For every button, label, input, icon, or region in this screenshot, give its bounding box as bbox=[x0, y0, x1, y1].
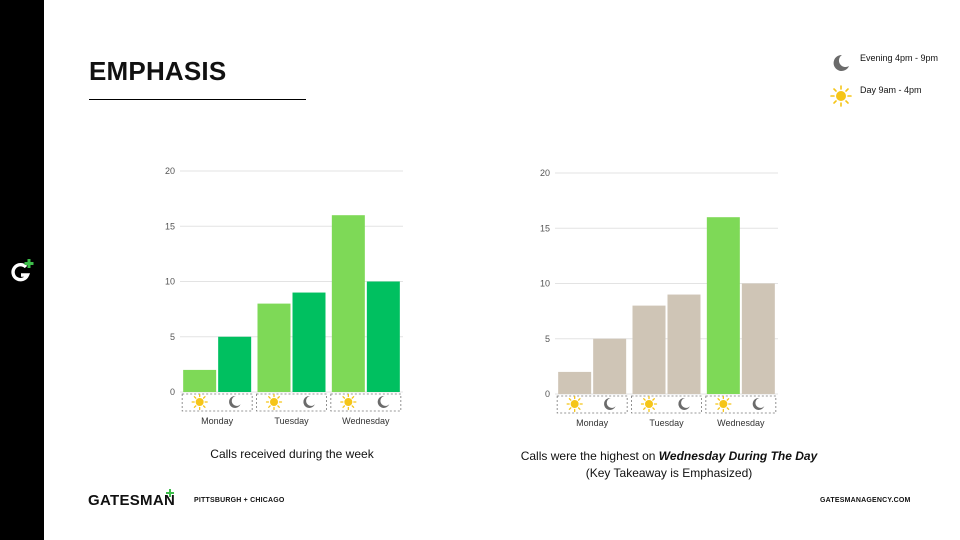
moon-icon bbox=[833, 54, 849, 71]
bar-tuesday-day bbox=[257, 303, 291, 392]
footer-brand: GATESMAN bbox=[88, 492, 176, 509]
legend: Evening 4pm - 9pm Day 9am - 4pm bbox=[830, 53, 955, 117]
y-tick-label-5: 5 bbox=[170, 332, 175, 342]
sun-icon-monday bbox=[191, 393, 208, 411]
caption-emphasis: Wednesday During The Day bbox=[658, 449, 818, 463]
sun-icon-tuesday bbox=[640, 395, 658, 413]
legend-item-evening: Evening 4pm - 9pm bbox=[830, 53, 955, 85]
sun-icon-wednesday bbox=[340, 393, 357, 411]
sun-icon-monday bbox=[566, 395, 583, 413]
x-tick-label-tuesday: Tuesday bbox=[649, 418, 684, 428]
sun-icon bbox=[830, 85, 852, 107]
y-tick-label-5: 5 bbox=[545, 334, 550, 344]
moon-icon-monday bbox=[604, 397, 616, 410]
bar-monday-day bbox=[183, 369, 217, 392]
footer-url: GATESMANAGENCY.COM bbox=[820, 497, 911, 504]
caption-line2: (Key Takeaway is Emphasized) bbox=[585, 466, 753, 480]
y-tick-label-20: 20 bbox=[540, 168, 550, 178]
legend-item-day: Day 9am - 4pm bbox=[830, 85, 955, 117]
moon-icon-monday bbox=[229, 395, 241, 408]
legend-label-day: Day 9am - 4pm bbox=[860, 85, 922, 95]
x-tick-label-tuesday: Tuesday bbox=[274, 416, 309, 426]
bar-wednesday-day bbox=[331, 215, 365, 392]
bar-wednesday-evening bbox=[741, 283, 775, 394]
icon-box-tuesday bbox=[256, 393, 327, 412]
chart-all-calls-caption: Calls received during the week bbox=[210, 447, 374, 461]
brand-plus-icon bbox=[166, 489, 174, 497]
footer-location: PITTSBURGH + CHICAGO bbox=[194, 497, 285, 504]
x-tick-label-monday: Monday bbox=[201, 416, 234, 426]
chart-all-calls: 0 5 10 15 20 Monday Tuesday Wednesday bbox=[150, 160, 420, 435]
page-title: EMPHASIS bbox=[89, 56, 227, 86]
chart-emphasis: 0 5 10 15 20 Monday Tuesday Wednesday bbox=[525, 162, 795, 437]
sidebar bbox=[0, 0, 44, 540]
y-tick-label-15: 15 bbox=[165, 221, 175, 231]
bar-wednesday-day bbox=[706, 217, 740, 394]
icon-box-monday bbox=[556, 395, 628, 414]
gatesman-logo-icon bbox=[11, 259, 34, 282]
chart-all-calls-svg: 0 5 10 15 20 Monday Tuesday Wednesday bbox=[165, 166, 403, 426]
y-tick-label-15: 15 bbox=[540, 223, 550, 233]
chart-emphasis-svg: 0 5 10 15 20 Monday Tuesday Wednesday bbox=[540, 168, 778, 428]
bar-wednesday-evening bbox=[366, 281, 400, 392]
icon-box-tuesday bbox=[631, 395, 702, 414]
moon-icon-wednesday bbox=[377, 395, 390, 408]
chart-emphasis-caption: Calls were the highest on Wednesday Duri… bbox=[469, 448, 869, 482]
caption-prefix: Calls were the highest on bbox=[520, 449, 659, 463]
moon-icon-wednesday bbox=[752, 397, 765, 410]
moon-icon-tuesday bbox=[303, 395, 315, 408]
bar-tuesday-evening bbox=[667, 294, 701, 394]
legend-label-evening: Evening 4pm - 9pm bbox=[860, 53, 939, 63]
title-underline bbox=[89, 99, 306, 100]
bar-monday-evening bbox=[218, 336, 252, 392]
y-tick-label-20: 20 bbox=[165, 166, 175, 176]
bar-monday-evening bbox=[593, 338, 627, 394]
y-tick-label-0: 0 bbox=[170, 387, 175, 397]
y-tick-label-0: 0 bbox=[545, 389, 550, 399]
bar-tuesday-evening bbox=[292, 292, 326, 392]
y-tick-label-10: 10 bbox=[540, 279, 550, 289]
bar-tuesday-day bbox=[632, 305, 666, 394]
x-tick-label-wednesday: Wednesday bbox=[717, 418, 765, 428]
y-tick-label-10: 10 bbox=[165, 277, 175, 287]
sun-icon-wednesday bbox=[715, 395, 732, 413]
bar-monday-day bbox=[558, 371, 592, 394]
moon-icon-tuesday bbox=[678, 397, 690, 410]
sun-icon-tuesday bbox=[265, 393, 283, 411]
x-tick-label-wednesday: Wednesday bbox=[342, 416, 390, 426]
x-tick-label-monday: Monday bbox=[576, 418, 609, 428]
icon-box-monday bbox=[181, 393, 253, 412]
